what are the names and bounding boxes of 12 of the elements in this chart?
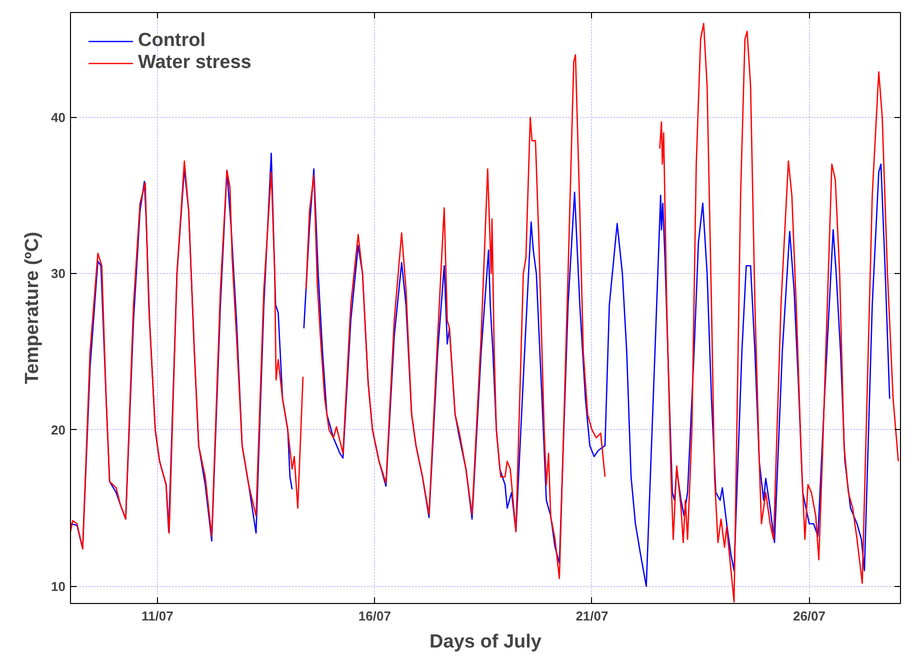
legend-label: Control	[138, 30, 206, 52]
y-tick-label: 10	[51, 578, 66, 594]
legend-label: Water stress	[138, 52, 252, 74]
y-axis-title: Temperature (ºC)	[22, 232, 44, 384]
x-tick-label: 26/07	[792, 608, 826, 624]
x-tick-label: 16/07	[358, 608, 391, 624]
y-tick-label: 30	[51, 266, 66, 282]
y-tick-label: 40	[51, 110, 66, 125]
x-tick-label: 21/07	[576, 608, 608, 624]
x-axis-title: Days of July	[430, 632, 542, 652]
y-tick-label: 20	[51, 422, 66, 438]
x-tick-label: 11/07	[142, 608, 174, 624]
